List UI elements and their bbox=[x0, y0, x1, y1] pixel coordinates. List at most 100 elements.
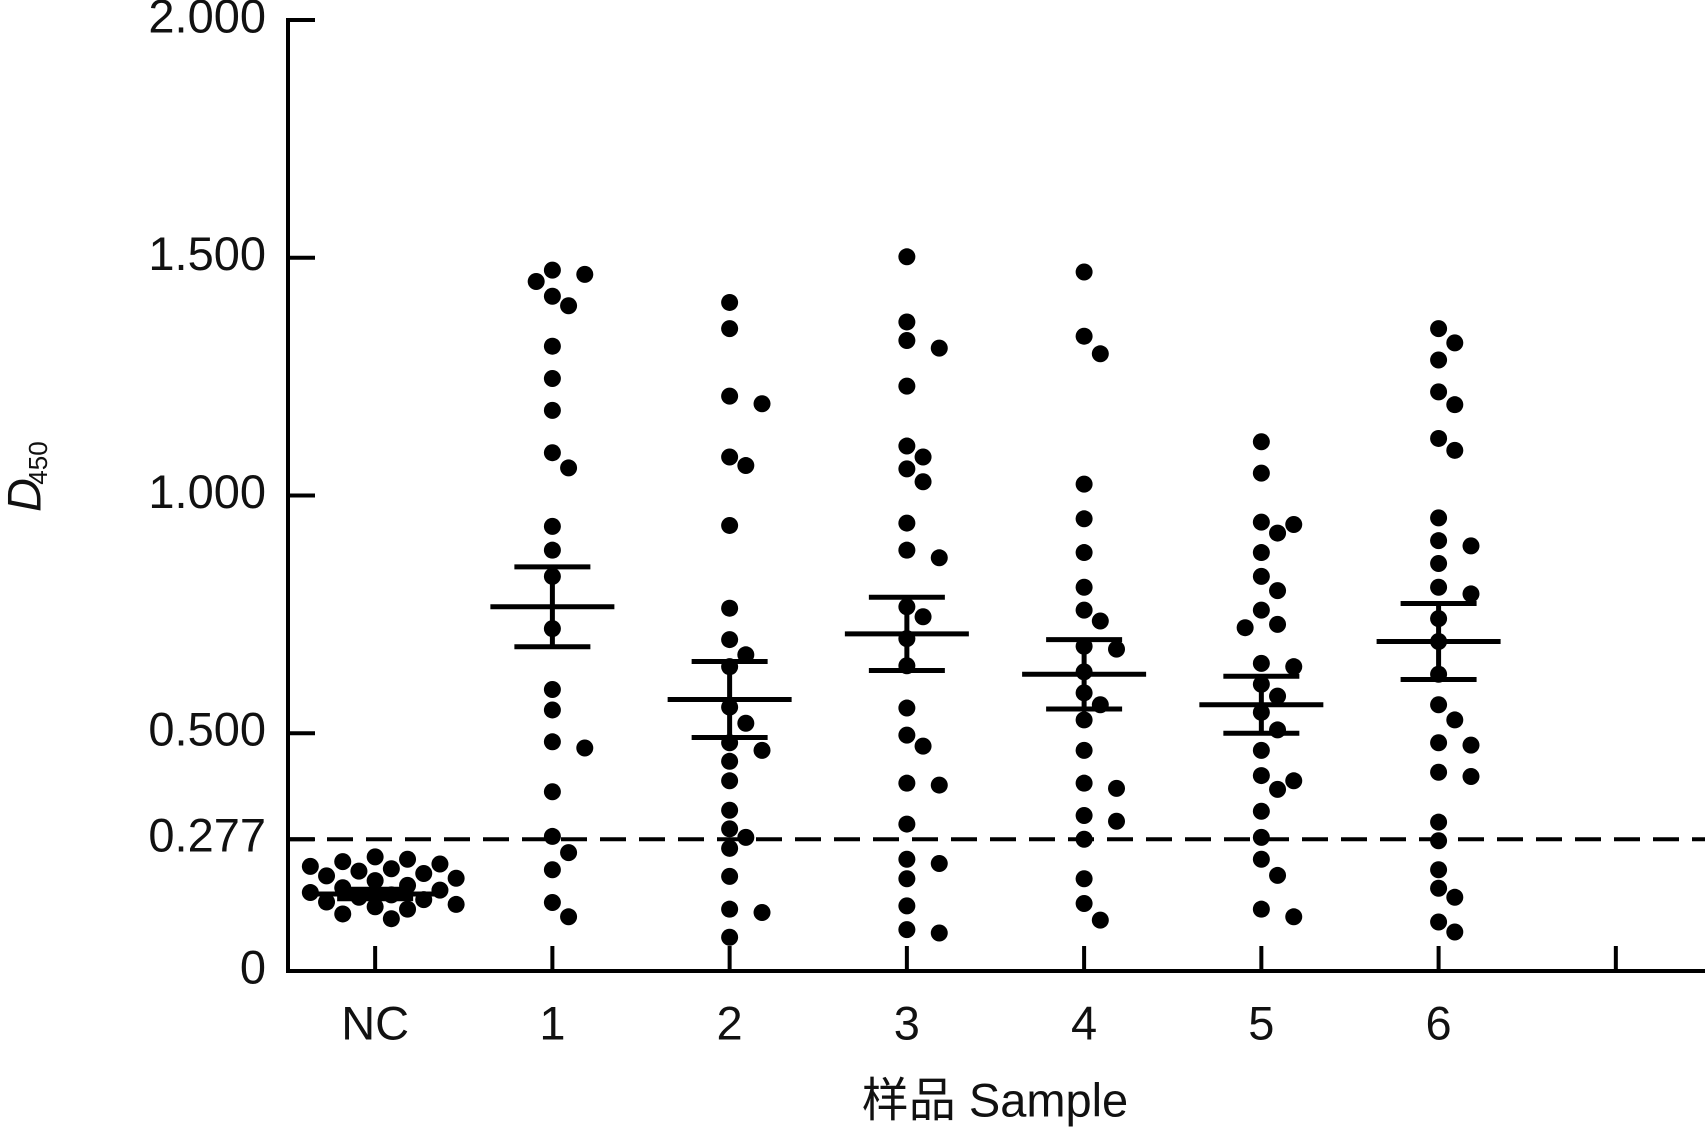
data-point bbox=[721, 900, 739, 918]
data-point bbox=[543, 733, 561, 751]
data-point bbox=[1269, 866, 1287, 884]
data-point bbox=[447, 869, 465, 887]
data-point bbox=[447, 895, 465, 913]
data-point bbox=[318, 893, 336, 911]
data-point bbox=[1462, 768, 1480, 786]
data-point bbox=[560, 844, 578, 862]
data-point bbox=[898, 726, 916, 744]
data-point bbox=[399, 850, 417, 868]
data-point bbox=[1075, 475, 1093, 493]
data-point bbox=[1285, 772, 1303, 790]
data-point bbox=[1252, 601, 1270, 619]
data-point bbox=[737, 714, 755, 732]
data-point bbox=[1252, 654, 1270, 672]
data-point bbox=[543, 401, 561, 419]
data-point bbox=[930, 855, 948, 873]
data-point bbox=[1430, 578, 1448, 596]
y-tick-label: 1.000 bbox=[148, 465, 266, 518]
data-point bbox=[1462, 537, 1480, 555]
data-point bbox=[1430, 383, 1448, 401]
data-point bbox=[1108, 779, 1126, 797]
data-point bbox=[1430, 320, 1448, 338]
y-tick-label: 0.277 bbox=[148, 809, 266, 862]
data-point bbox=[914, 608, 932, 626]
data-point bbox=[382, 910, 400, 928]
data-point bbox=[737, 828, 755, 846]
data-point bbox=[898, 870, 916, 888]
data-point bbox=[898, 541, 916, 559]
data-point bbox=[301, 857, 319, 875]
data-point bbox=[930, 549, 948, 567]
data-point bbox=[1446, 711, 1464, 729]
data-point bbox=[527, 273, 545, 291]
data-point bbox=[543, 337, 561, 355]
data-point bbox=[1075, 830, 1093, 848]
data-point bbox=[1252, 464, 1270, 482]
x-tick-label: NC bbox=[341, 996, 409, 1049]
data-point bbox=[898, 921, 916, 939]
data-point bbox=[1446, 334, 1464, 352]
data-point bbox=[1285, 908, 1303, 926]
data-point bbox=[350, 862, 368, 880]
data-point bbox=[1430, 861, 1448, 879]
data-point bbox=[1075, 870, 1093, 888]
data-point bbox=[560, 908, 578, 926]
data-point bbox=[1236, 619, 1254, 637]
y-tick-label: 2.000 bbox=[148, 0, 266, 42]
data-point bbox=[543, 261, 561, 279]
data-point bbox=[1430, 532, 1448, 550]
data-point bbox=[543, 541, 561, 559]
data-point bbox=[721, 599, 739, 617]
data-point bbox=[543, 287, 561, 305]
data-point bbox=[898, 774, 916, 792]
data-point bbox=[1091, 911, 1109, 929]
data-point bbox=[576, 265, 594, 283]
data-point bbox=[1075, 741, 1093, 759]
data-point bbox=[1430, 554, 1448, 572]
data-point bbox=[1075, 894, 1093, 912]
data-point bbox=[1108, 812, 1126, 830]
y-tick-label: 0.500 bbox=[148, 703, 266, 756]
data-point bbox=[1430, 351, 1448, 369]
data-point bbox=[1075, 578, 1093, 596]
data-point bbox=[898, 460, 916, 478]
data-point bbox=[1091, 612, 1109, 630]
data-point bbox=[721, 448, 739, 466]
data-point bbox=[1252, 741, 1270, 759]
x-tick-label: 6 bbox=[1426, 996, 1452, 1049]
y-axis-label-subscript: 450 bbox=[23, 441, 53, 484]
data-point bbox=[366, 848, 384, 866]
data-point bbox=[1252, 544, 1270, 562]
data-point bbox=[753, 741, 771, 759]
data-point bbox=[898, 331, 916, 349]
data-point bbox=[721, 801, 739, 819]
data-point bbox=[543, 681, 561, 699]
data-point bbox=[399, 900, 417, 918]
data-point bbox=[1075, 601, 1093, 619]
data-point bbox=[543, 701, 561, 719]
data-point bbox=[366, 898, 384, 916]
data-point bbox=[753, 395, 771, 413]
data-point bbox=[898, 437, 916, 455]
data-point bbox=[1252, 828, 1270, 846]
data-point bbox=[914, 448, 932, 466]
data-point bbox=[366, 872, 384, 890]
data-point bbox=[1075, 774, 1093, 792]
x-tick-label: 1 bbox=[539, 996, 565, 1049]
data-point bbox=[737, 457, 755, 475]
data-point bbox=[560, 297, 578, 315]
data-point bbox=[1269, 524, 1287, 542]
data-point bbox=[1269, 721, 1287, 739]
data-point bbox=[334, 905, 352, 923]
data-point bbox=[543, 783, 561, 801]
data-point bbox=[318, 867, 336, 885]
data-point bbox=[1252, 433, 1270, 451]
data-point bbox=[301, 884, 319, 902]
data-point bbox=[721, 387, 739, 405]
data-point bbox=[1091, 345, 1109, 363]
x-tick-label: 2 bbox=[717, 996, 743, 1049]
data-point bbox=[1430, 763, 1448, 781]
data-point bbox=[898, 699, 916, 717]
data-point bbox=[1252, 900, 1270, 918]
